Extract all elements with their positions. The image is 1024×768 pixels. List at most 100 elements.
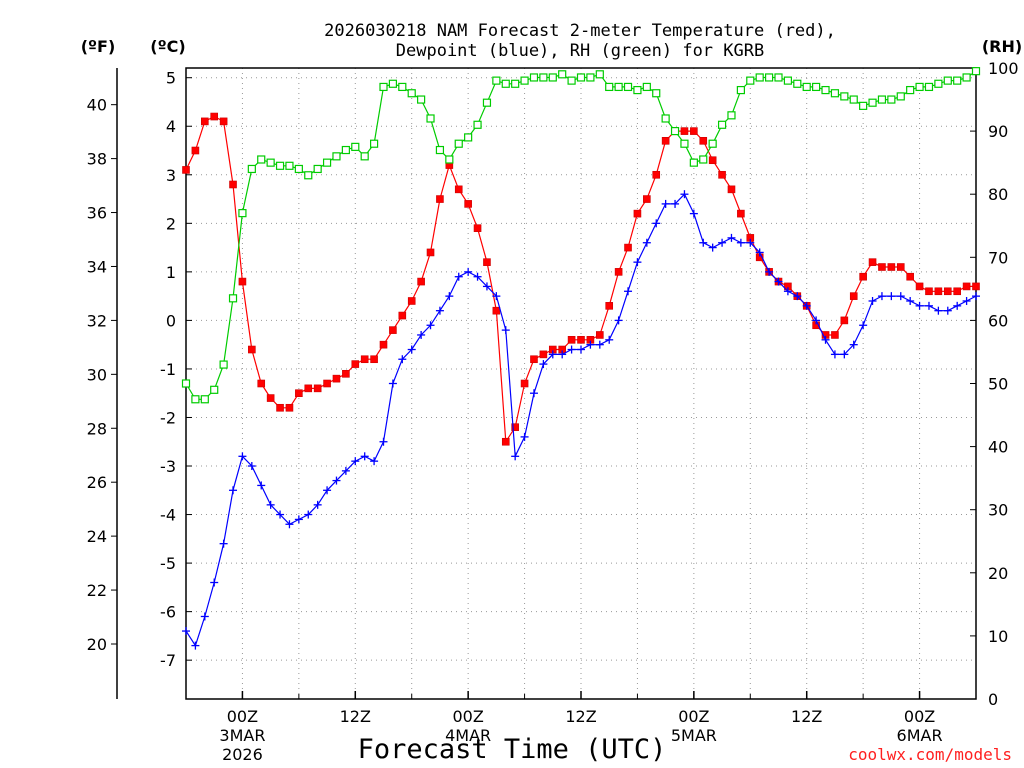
data-point	[859, 272, 867, 281]
data-point	[943, 287, 952, 296]
data-point	[689, 209, 698, 218]
data-point	[313, 164, 322, 174]
data-point	[445, 292, 454, 301]
data-point	[219, 360, 228, 369]
rh-tick-label: 10	[988, 627, 1008, 646]
data-point	[605, 302, 614, 310]
data-point	[567, 76, 576, 85]
celsius-tick-label: -1	[160, 360, 176, 379]
rh-tick-label: 0	[988, 690, 998, 709]
data-point	[567, 345, 576, 354]
data-point	[962, 296, 971, 305]
data-point	[454, 185, 463, 194]
data-point	[182, 166, 190, 174]
data-point	[830, 89, 840, 98]
data-point	[887, 292, 896, 301]
data-point	[586, 73, 595, 82]
data-point	[257, 155, 266, 164]
fahrenheit-tick-label: 40	[87, 96, 107, 115]
data-point	[924, 82, 934, 92]
data-point	[473, 120, 482, 129]
data-point	[276, 510, 285, 519]
data-point	[417, 95, 426, 104]
data-point	[783, 287, 792, 296]
data-point	[699, 155, 708, 164]
data-point	[717, 120, 727, 129]
data-point	[257, 481, 266, 490]
rh-unit-label: (RH)	[982, 37, 1022, 56]
data-point	[934, 287, 943, 296]
x-tick-date: 4MAR	[445, 726, 491, 745]
data-point	[558, 350, 567, 359]
source-credit: coolwx.com/models	[848, 745, 1012, 764]
x-tick-label: 00Z	[227, 707, 258, 726]
data-point	[238, 209, 247, 218]
fahrenheit-unit-label: (ºF)	[81, 37, 116, 56]
data-point	[576, 73, 586, 82]
data-point	[191, 395, 200, 404]
data-point	[200, 612, 209, 621]
data-point	[906, 296, 915, 305]
series-2	[181, 67, 981, 404]
data-point	[417, 330, 426, 339]
data-point	[492, 76, 501, 85]
x-tick-label: 00Z	[678, 707, 709, 726]
data-point	[971, 67, 981, 76]
data-point	[191, 146, 200, 155]
data-point	[435, 306, 444, 315]
x-tick-date: 5MAR	[671, 726, 717, 745]
data-point	[210, 578, 219, 587]
data-point	[849, 292, 858, 300]
data-point	[567, 336, 576, 344]
x-tick-date: 3MAR	[219, 726, 265, 745]
data-point	[605, 82, 614, 92]
data-point	[407, 345, 416, 354]
data-point	[924, 301, 933, 310]
data-point	[642, 82, 651, 92]
x-tick-label: 12Z	[791, 707, 822, 726]
data-point	[671, 199, 680, 208]
celsius-tick-label: 3	[166, 166, 176, 185]
data-point	[840, 350, 849, 359]
celsius-tick-label: 5	[166, 69, 176, 88]
data-point	[492, 306, 501, 315]
data-point	[624, 243, 632, 252]
data-point	[248, 345, 256, 354]
data-point	[633, 85, 642, 95]
data-point	[285, 161, 294, 170]
data-point	[849, 95, 858, 104]
data-point	[680, 190, 689, 199]
rh-tick-label: 30	[988, 501, 1008, 520]
data-point	[953, 301, 962, 310]
data-point	[793, 292, 802, 301]
data-point	[680, 139, 689, 148]
celsius-tick-label: -3	[160, 457, 176, 476]
data-point	[586, 340, 595, 349]
data-point	[915, 282, 924, 291]
x-tick-label: 00Z	[904, 707, 935, 726]
data-point	[219, 117, 228, 126]
data-point	[652, 219, 661, 228]
data-point	[379, 437, 388, 446]
data-point	[511, 423, 519, 431]
data-point	[915, 301, 924, 310]
data-point	[398, 82, 407, 92]
data-point	[247, 462, 256, 471]
data-point	[445, 155, 454, 164]
fahrenheit-tick-label: 26	[87, 473, 107, 492]
data-point	[840, 316, 849, 325]
data-point	[661, 137, 670, 145]
data-point	[821, 85, 830, 95]
data-point	[370, 355, 378, 364]
data-point	[341, 466, 350, 475]
data-point	[285, 520, 294, 529]
x-tick-date: 6MAR	[897, 726, 943, 745]
data-point	[520, 379, 529, 388]
data-point	[351, 142, 360, 151]
data-point	[191, 641, 200, 650]
data-point	[661, 199, 670, 208]
data-point	[407, 297, 416, 305]
fahrenheit-tick-label: 22	[87, 581, 107, 600]
data-point	[746, 76, 755, 85]
